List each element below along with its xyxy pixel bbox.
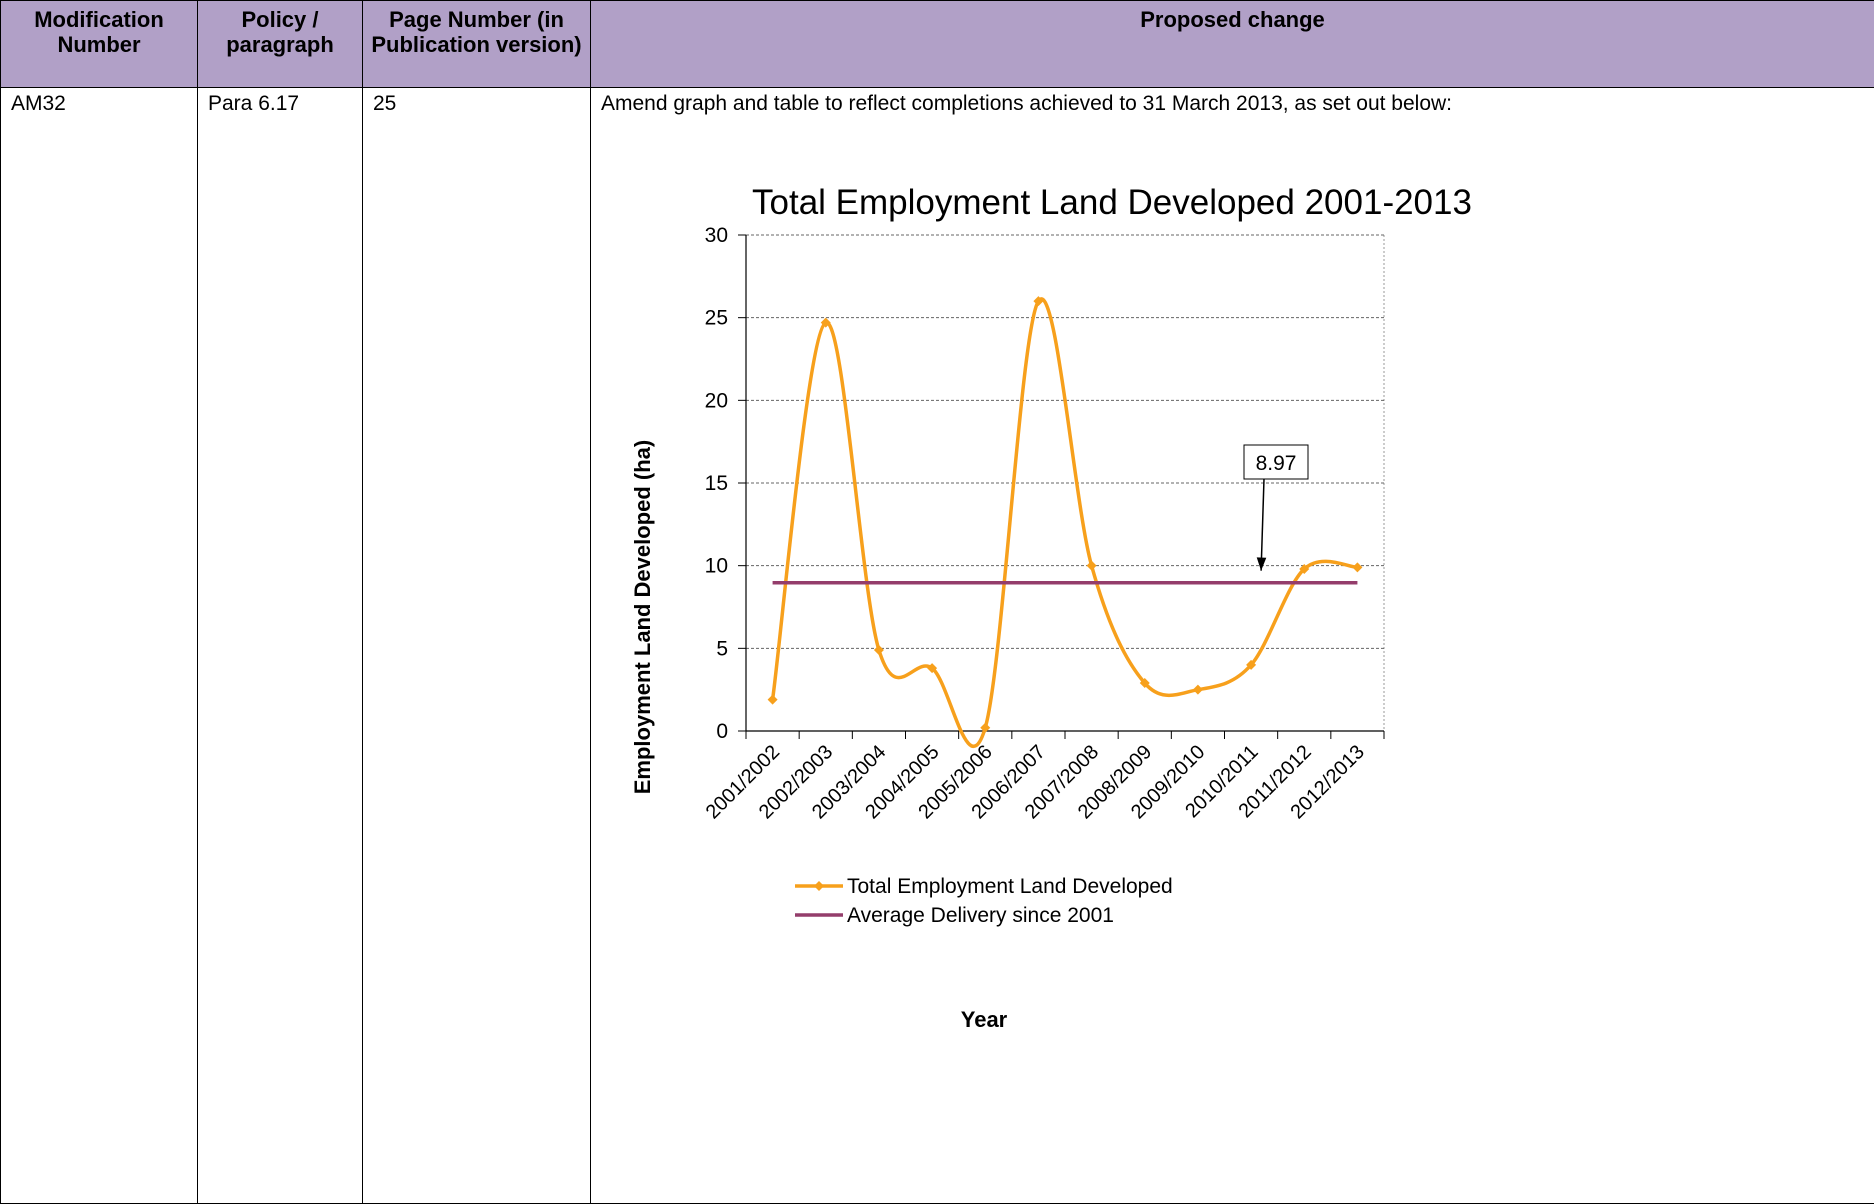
- y-tick-label-5: 5: [716, 637, 728, 660]
- data-point: [768, 695, 778, 705]
- cell-modification-number: AM32: [1, 88, 198, 1204]
- y-tick-label-0: 0: [716, 720, 728, 743]
- annotation-label: 8.97: [1256, 452, 1297, 475]
- x-axis-label: Year: [961, 1007, 1008, 1032]
- annotation-arrow-line: [1261, 479, 1264, 571]
- y-tick-label-10: 10: [705, 555, 728, 578]
- cell-policy-paragraph: Para 6.17: [198, 88, 363, 1204]
- series-line-0: [773, 299, 1358, 746]
- y-tick-label-20: 20: [705, 389, 728, 412]
- data-point: [1193, 685, 1203, 695]
- modification-number-value: AM32: [11, 92, 187, 116]
- header-modification-number: Modification Number: [1, 1, 198, 88]
- legend-label-0: Total Employment Land Developed: [847, 875, 1173, 898]
- proposed-change-text: Amend graph and table to reflect complet…: [601, 92, 1864, 116]
- chart-container: Total Employment Land Developed 2001-201…: [600, 160, 1630, 1120]
- data-point: [1352, 562, 1362, 572]
- table-header-row: Modification Number Policy / paragraph P…: [1, 1, 1874, 88]
- data-point: [1087, 561, 1097, 571]
- policy-paragraph-value: Para 6.17: [208, 92, 352, 116]
- y-tick-label-25: 25: [705, 307, 728, 330]
- cell-page-number: 25: [363, 88, 591, 1204]
- annotation-arrow-head: [1257, 557, 1267, 570]
- legend-label-1: Average Delivery since 2001: [847, 904, 1114, 927]
- employment-land-chart: Total Employment Land Developed 2001-201…: [600, 160, 1630, 1120]
- y-axis-label: Employment Land Developed (ha): [630, 440, 655, 795]
- y-tick-label-15: 15: [705, 472, 728, 495]
- y-tick-label-30: 30: [705, 224, 728, 247]
- data-point: [874, 645, 884, 655]
- page-number-value: 25: [373, 92, 580, 116]
- chart-title: Total Employment Land Developed 2001-201…: [752, 183, 1472, 222]
- legend-marker-0: [814, 881, 824, 891]
- header-page-number: Page Number (in Publication version): [363, 1, 591, 88]
- header-policy-paragraph: Policy / paragraph: [198, 1, 363, 88]
- header-proposed-change: Proposed change: [591, 1, 1874, 88]
